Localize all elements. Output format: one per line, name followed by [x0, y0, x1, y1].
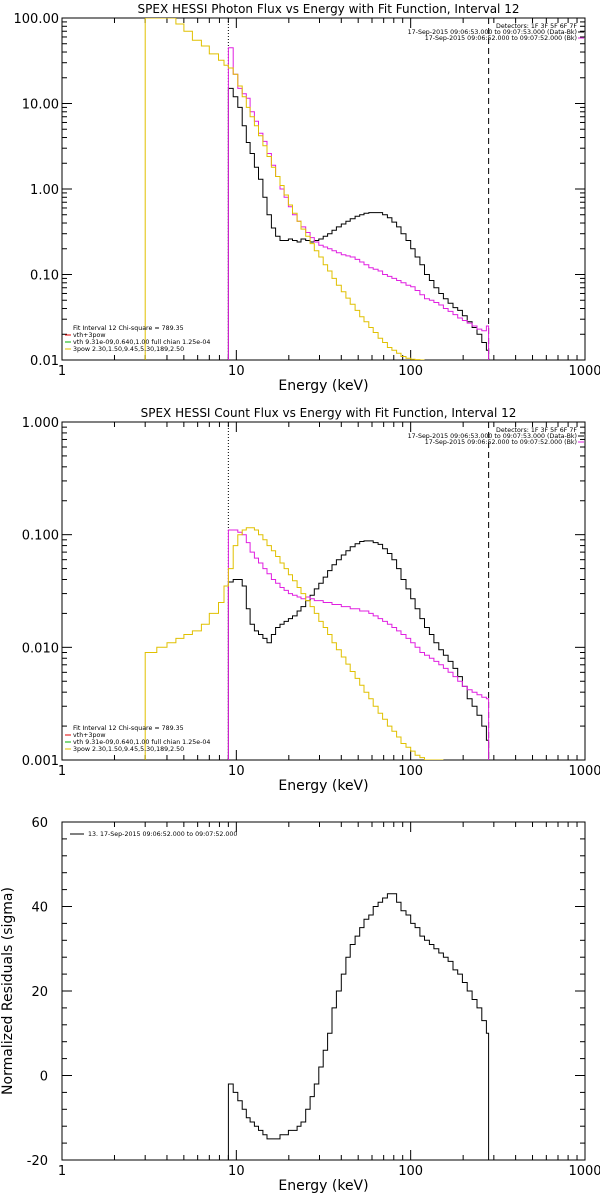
y-tick-label: 1.00 — [30, 183, 59, 198]
series-black-line — [227, 893, 490, 1160]
x-tick-label: 100 — [398, 764, 423, 779]
x-axis-label: Energy (keV) — [278, 378, 368, 394]
series-black-line — [227, 87, 490, 360]
y-tick-label: 0 — [40, 1070, 48, 1085]
header-line-1: Detectors: 1F 3F 5F 6F 7F — [496, 23, 577, 30]
plot-frame — [61, 821, 586, 1161]
y-tick-label: 1.000 — [22, 416, 59, 431]
y-tick-label: 20 — [31, 985, 48, 1000]
x-axis-label: Energy (keV) — [278, 1178, 368, 1194]
x-tick-label: 100 — [398, 364, 423, 379]
series-magenta-line — [227, 47, 490, 360]
y-tick-label: 10.00 — [22, 98, 59, 113]
legend-entry-3: vth 9.31e-09,0.640,1.00 full chian 1.25e… — [73, 739, 210, 746]
header-line-3: 17-Sep-2015 09:06:52.000 to 09:07:52.000… — [425, 35, 577, 42]
chart-panel-1: SPEX HESSI Photon Flux vs Energy with Fi… — [14, 2, 600, 394]
y-tick-label: 60 — [31, 816, 48, 831]
header-line-3: 17-Sep-2015 09:06:52.000 to 09:07:52.000… — [425, 439, 577, 446]
y-tick-label: 0.100 — [22, 529, 59, 544]
x-tick-label: 1 — [58, 1164, 66, 1179]
legend-entry-2: vth+3pow — [73, 732, 105, 739]
chart-panel-3: 1 10 100 1000 Energy (keV) -20 0 20 40 60 Normaliz… — [0, 816, 600, 1194]
x-tick-label: 1000 — [568, 764, 600, 779]
legend-entry-4: 3pow 2.30,1.50,9.45,5.30,189,2.50 — [73, 746, 184, 753]
legend-entry-1: Fit Interval 12 Chi-square = 789.35 — [73, 725, 184, 732]
y-axis-label: Normalized Residuals (sigma) — [0, 887, 16, 1095]
y-tick-label: 40 — [31, 901, 48, 916]
y-tick-label: 0.10 — [30, 269, 59, 284]
x-tick-label: 1000 — [568, 364, 600, 379]
legend-entry-1: 13. 17-Sep-2015 09:06:52.000 to 09:07:52… — [88, 831, 237, 838]
series-magenta-line — [227, 529, 490, 760]
chart-title: SPEX HESSI Count Flux vs Energy with Fit… — [141, 406, 517, 420]
header-line-2: 17-Sep-2015 09:06:53.000 to 09:07:53.000… — [408, 433, 577, 440]
legend-entry-2: vth+3pow — [73, 332, 105, 339]
plot-frame — [61, 421, 586, 761]
y-tick-label: 0.01 — [30, 354, 59, 369]
x-tick-label: 1000 — [568, 1164, 600, 1179]
header-line-2: 17-Sep-2015 09:06:53.000 to 09:07:53.000… — [408, 29, 577, 36]
x-tick-label: 1 — [58, 364, 66, 379]
y-tick-label: 100.00 — [14, 12, 60, 27]
y-tick-label: 0.010 — [22, 641, 59, 656]
x-tick-label: 10 — [228, 364, 245, 379]
legend-entry-4: 3pow 2.30,1.50,9.45,5.30,189,2.50 — [73, 346, 184, 353]
legend-entry-3: vth 9.31e-09,0.640,1.00 full chian 1.25e… — [73, 339, 210, 346]
series-gold-line — [144, 527, 444, 760]
x-axis-label: Energy (keV) — [278, 778, 368, 794]
x-tick-label: 10 — [228, 764, 245, 779]
chart-panel-2: SPEX HESSI Count Flux vs Energy with Fit… — [22, 406, 600, 794]
series-gold-line — [144, 18, 425, 360]
x-tick-label: 10 — [228, 1164, 245, 1179]
series-black-line — [227, 540, 490, 760]
plot-frame — [61, 17, 586, 361]
y-tick-label: 0.001 — [22, 754, 59, 769]
x-tick-label: 100 — [398, 1164, 423, 1179]
x-tick-label: 1 — [58, 764, 66, 779]
legend-entry-1: Fit Interval 12 Chi-square = 789.35 — [73, 325, 184, 332]
y-tick-label: -20 — [27, 1154, 48, 1169]
chart-title: SPEX HESSI Photon Flux vs Energy with Fi… — [138, 2, 520, 16]
header-line-1: Detectors: 1F 3F 5F 6F 7F — [496, 427, 577, 434]
